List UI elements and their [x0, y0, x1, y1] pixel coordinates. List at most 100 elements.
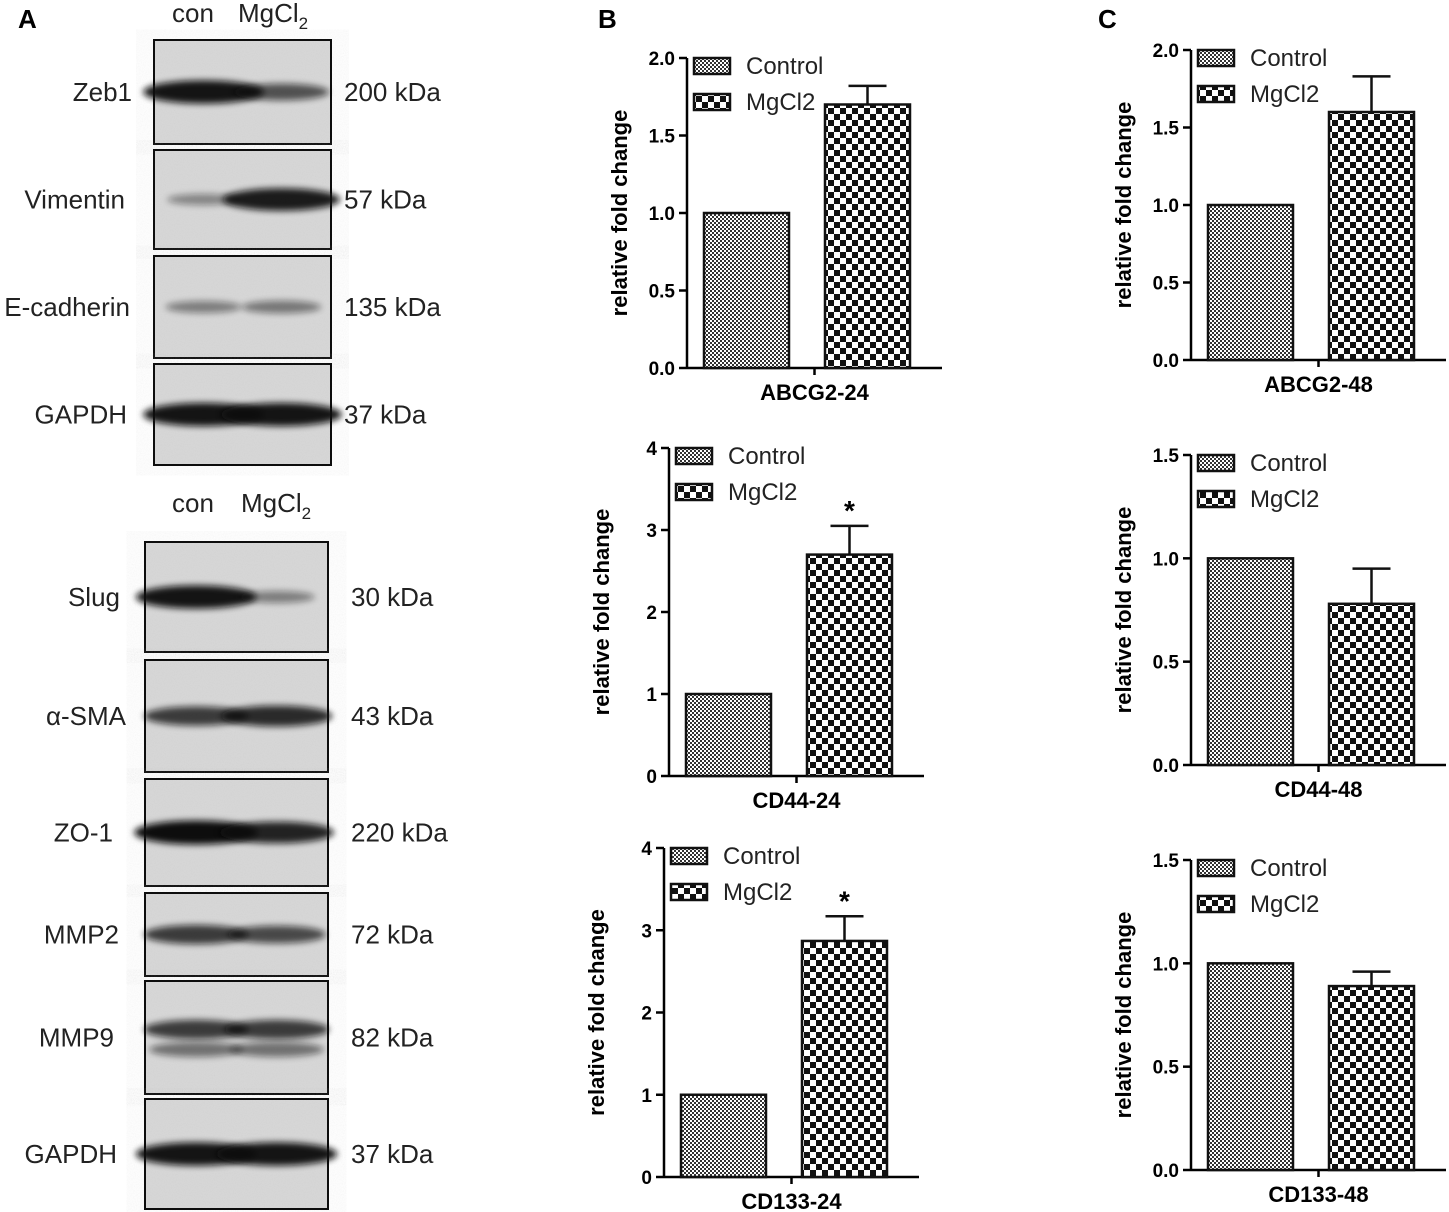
y-tick-label: 1.5: [1153, 851, 1180, 872]
blot-kda-label: 200 kDa: [344, 77, 441, 107]
legend-swatch-mgcl2: [674, 482, 714, 502]
band-mgcl2: [222, 188, 341, 211]
x-axis-title: CD44-24: [752, 788, 841, 813]
y-tick-label: 3: [641, 921, 652, 942]
y-tick-label: 0.5: [1153, 1058, 1180, 1079]
y-tick-label: 1: [641, 1086, 652, 1107]
legend-swatch-mgcl2: [1196, 489, 1236, 509]
legend-swatch-control: [669, 846, 709, 866]
y-tick-label: 2: [646, 603, 657, 624]
y-tick-label: 4: [641, 839, 652, 860]
band-mgcl2: [241, 300, 322, 314]
y-tick-label: 0.5: [1153, 274, 1180, 295]
blot-protein-label: Slug: [68, 582, 120, 612]
y-tick-label: 0.0: [1153, 1161, 1179, 1182]
blot-protein-label: Zeb1: [73, 77, 132, 107]
legend-label-control: Control: [746, 53, 823, 80]
y-tick-label: 1.5: [1153, 446, 1180, 467]
blot-kda-label: 43 kDa: [351, 701, 434, 731]
blot-protein-label: α-SMA: [46, 701, 127, 731]
bar-mgcl2: [800, 939, 889, 1179]
bar-control: [679, 1093, 768, 1179]
panel-letter-a: A: [18, 4, 37, 34]
y-tick-label: 0.5: [649, 282, 676, 303]
bar-control: [1206, 557, 1295, 767]
y-tick-label: 1.5: [649, 127, 676, 148]
legend-label-mgcl2: MgCl2: [746, 89, 815, 116]
blot-row: GAPDH 37 kDa: [25, 1098, 434, 1210]
legend-swatch-mgcl2: [1196, 84, 1236, 104]
legend-swatch-control: [674, 446, 714, 466]
legend-label-mgcl2: MgCl2: [723, 879, 792, 906]
legend-swatch-control: [1196, 858, 1236, 878]
y-tick-label: 1.5: [1153, 119, 1180, 140]
legend-swatch-control: [692, 56, 732, 76]
y-tick-label: 0.0: [649, 359, 675, 380]
band-con: [167, 193, 240, 206]
band-mgcl2: [224, 1019, 330, 1040]
y-tick-label: 0.5: [1153, 653, 1180, 674]
blot-row: Vimentin 57 kDa: [24, 149, 427, 250]
y-tick-label: 2.0: [1153, 41, 1179, 62]
blot-kda-label: 37 kDa: [351, 1139, 434, 1169]
blot-protein-label: GAPDH: [35, 400, 127, 430]
y-tick-label: 0: [641, 1168, 652, 1189]
band-con: [143, 706, 249, 726]
y-tick-label: 0.0: [1153, 756, 1179, 777]
blot-protein-label: ZO-1: [54, 818, 113, 848]
lane-label-con-bottom: con: [172, 488, 214, 518]
band-lower: [229, 1042, 324, 1057]
blot-row: E-cadherin 135 kDa: [4, 255, 441, 359]
band-con: [165, 301, 242, 313]
y-tick-label: 1: [646, 685, 657, 706]
bar-mgcl2: [1327, 984, 1416, 1172]
y-axis-title: relative fold change: [607, 110, 632, 317]
bar-charts: 0.0 0.5 1.0 1.5 2.0 relative fold change ABCG2…: [584, 41, 1446, 1212]
legend-label-mgcl2: MgCl2: [728, 479, 797, 506]
bar-chart: 0.0 0.5 1.0 1.5 2.0 relative fold change ABCG2…: [1111, 41, 1446, 397]
blot-row: α-SMA 43 kDa: [46, 659, 434, 773]
y-axis-title: relative fold change: [1111, 102, 1136, 309]
panel-letter-c: C: [1098, 4, 1117, 34]
lane-label-con-top: con: [172, 0, 214, 28]
significance-mark: *: [839, 885, 850, 916]
x-axis-title: CD133-24: [741, 1189, 842, 1212]
band-lower: [149, 1042, 244, 1057]
legend-label-control: Control: [1250, 45, 1327, 72]
legend-label-control: Control: [1250, 450, 1327, 477]
band-con: [134, 820, 259, 845]
bar-mgcl2: [805, 553, 894, 778]
legend-label-mgcl2: MgCl2: [1250, 486, 1319, 513]
bar-chart: 0.0 0.5 1.0 1.5 relative fold change CD44-48 C…: [1111, 446, 1446, 802]
panel-letter-b: B: [598, 4, 617, 34]
blot-kda-label: 220 kDa: [351, 818, 448, 848]
legend-label-control: Control: [728, 443, 805, 470]
legend-swatch-mgcl2: [692, 92, 732, 112]
y-tick-label: 1.0: [1153, 954, 1179, 975]
blot-row: GAPDH 37 kDa: [35, 363, 427, 466]
blot-protein-label: MMP2: [44, 920, 119, 950]
blot-protein-label: GAPDH: [25, 1139, 117, 1169]
x-axis-title: ABCG2-24: [760, 380, 870, 405]
bar-chart: 0 1 2 3 4 relative fold change CD133-24 * Contro…: [584, 839, 919, 1212]
y-axis-title: relative fold change: [1111, 507, 1136, 714]
x-axis-title: CD133-48: [1268, 1182, 1368, 1207]
significance-mark: *: [844, 495, 855, 526]
band-mgcl2: [216, 1142, 338, 1166]
y-axis-title: relative fold change: [1111, 912, 1136, 1119]
band-mgcl2: [233, 83, 330, 101]
legend-swatch-mgcl2: [1196, 894, 1236, 914]
y-tick-label: 2: [641, 1004, 652, 1025]
x-axis-title: ABCG2-48: [1264, 372, 1373, 397]
band-mgcl2: [221, 705, 333, 727]
blot-protein-label: MMP9: [39, 1023, 114, 1053]
band-mgcl2: [227, 925, 326, 944]
blot-row: ZO-1 220 kDa: [54, 778, 448, 887]
band-con: [135, 585, 257, 609]
blot-protein-label: Vimentin: [24, 185, 125, 215]
blot-row: MMP9 82 kDa: [39, 980, 434, 1095]
legend-swatch-control: [1196, 48, 1236, 68]
y-axis-title: relative fold change: [589, 509, 614, 716]
y-tick-label: 3: [646, 521, 657, 542]
